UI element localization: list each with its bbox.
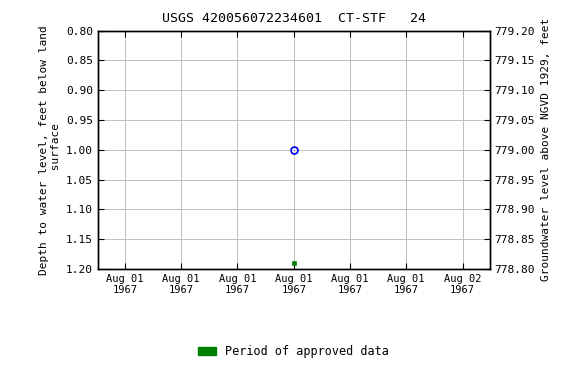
- Legend: Period of approved data: Period of approved data: [194, 341, 394, 363]
- Y-axis label: Depth to water level, feet below land
 surface: Depth to water level, feet below land su…: [39, 25, 60, 275]
- Y-axis label: Groundwater level above NGVD 1929, feet: Groundwater level above NGVD 1929, feet: [540, 18, 551, 281]
- Title: USGS 420056072234601  CT-STF   24: USGS 420056072234601 CT-STF 24: [162, 12, 426, 25]
